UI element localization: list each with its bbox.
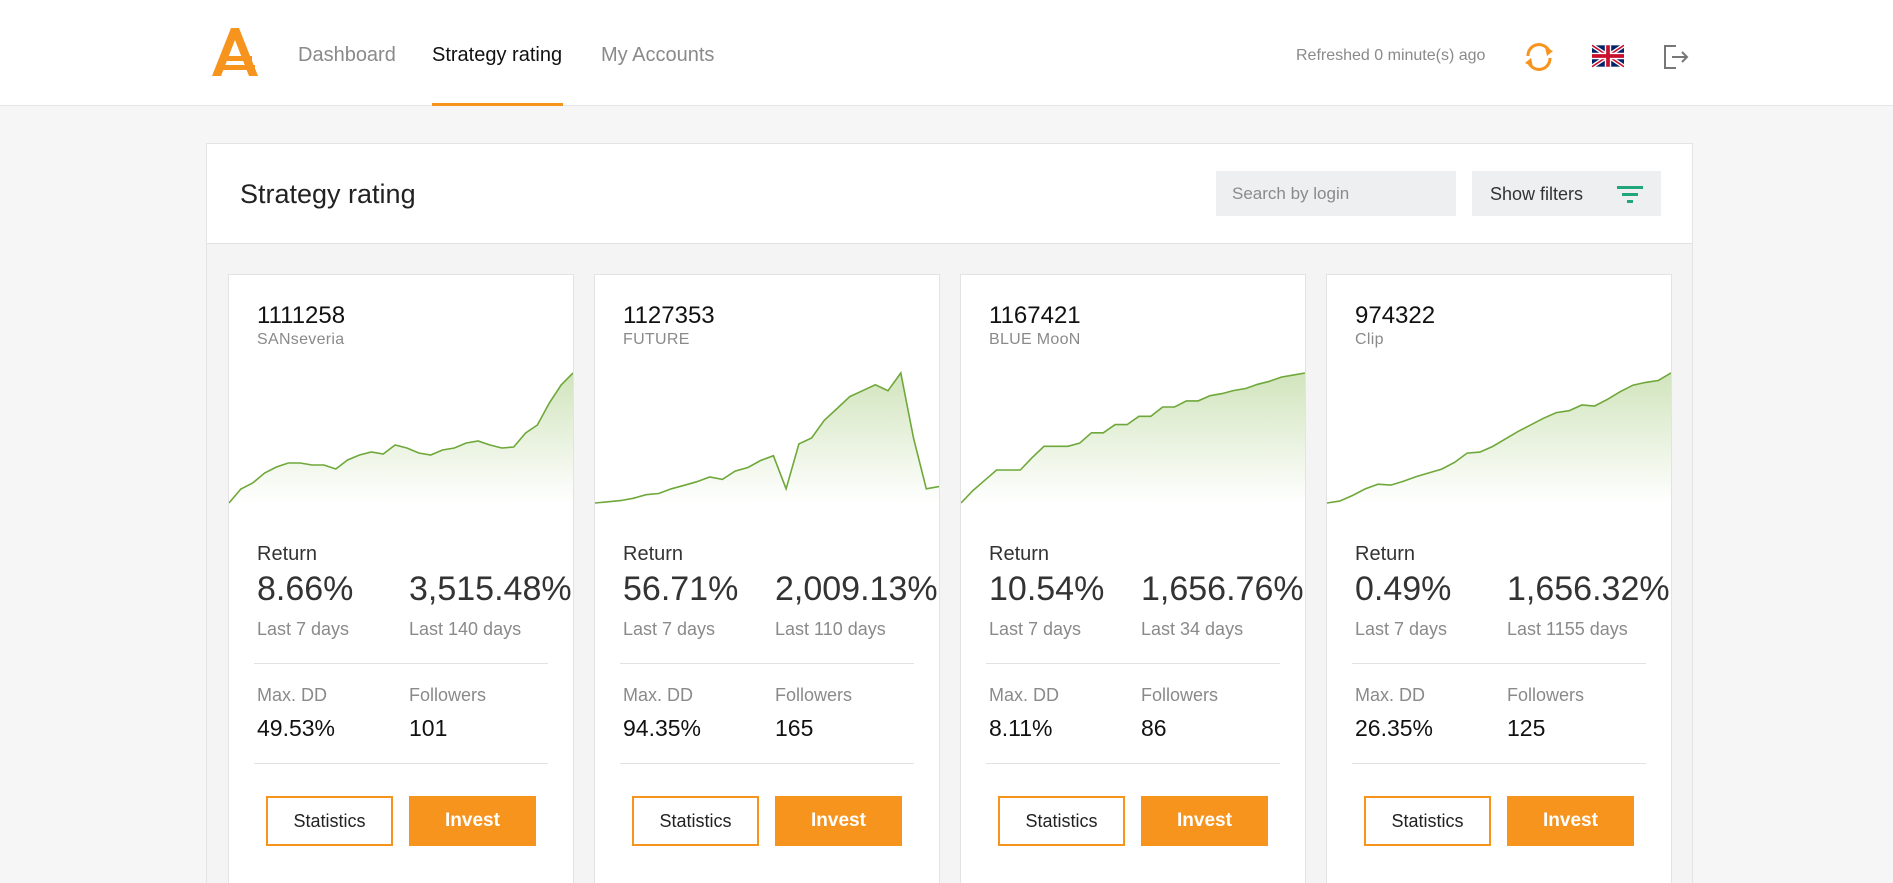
show-filters-label: Show filters xyxy=(1490,184,1584,204)
followers-label: Followers xyxy=(1141,685,1219,705)
active-tab-indicator xyxy=(432,103,563,106)
strategy-name: Clip xyxy=(1355,331,1384,348)
strategy-name: SANseveria xyxy=(257,331,345,348)
logo[interactable] xyxy=(209,26,261,78)
followers-value: 165 xyxy=(775,715,814,741)
return-7-days: 10.54% xyxy=(989,570,1105,608)
divider xyxy=(986,663,1280,664)
show-filters-button[interactable]: Show filters xyxy=(1472,171,1661,216)
return-period: 2,009.13% xyxy=(775,570,938,608)
equity-chart xyxy=(1327,372,1671,504)
equity-area xyxy=(961,373,1305,503)
return-7-days: 8.66% xyxy=(257,570,354,608)
return-7-days-label: Last 7 days xyxy=(989,619,1082,639)
uk-flag-icon[interactable] xyxy=(1592,44,1624,68)
invest-button[interactable]: Invest xyxy=(1507,796,1634,846)
return-period-label: Last 1155 days xyxy=(1507,619,1628,639)
panel-header: Strategy rating Show filters xyxy=(207,144,1692,244)
divider xyxy=(254,663,548,664)
strategy-login[interactable]: 1111258 xyxy=(257,302,346,329)
divider xyxy=(620,663,914,664)
max-dd-value: 26.35% xyxy=(1355,715,1434,741)
return-label: Return xyxy=(257,543,318,565)
followers-value: 125 xyxy=(1507,715,1546,741)
return-label: Return xyxy=(623,543,684,565)
max-dd-label: Max. DD xyxy=(989,685,1060,705)
invest-button[interactable]: Invest xyxy=(775,796,902,846)
followers-value: 86 xyxy=(1141,715,1167,741)
strategy-card-974322: 974322 Clip Return 0.49% 1,656.32% Last … xyxy=(1326,274,1672,883)
statistics-button[interactable]: Statistics xyxy=(1364,796,1491,846)
max-dd-label: Max. DD xyxy=(257,685,328,705)
logout-icon[interactable] xyxy=(1662,43,1690,71)
nav-strategy-rating[interactable]: Strategy rating xyxy=(432,44,563,66)
divider xyxy=(986,763,1280,764)
strategy-card-1167421: 1167421 BLUE MooN Return 10.54% 1,656.76… xyxy=(960,274,1306,883)
return-7-days: 0.49% xyxy=(1355,570,1452,608)
equity-area xyxy=(595,373,939,503)
strategy-login[interactable]: 1127353 xyxy=(623,302,715,329)
return-label: Return xyxy=(989,543,1050,565)
equity-line xyxy=(229,372,573,504)
strategy-name: FUTURE xyxy=(623,331,690,348)
equity-area xyxy=(229,373,573,503)
max-dd-label: Max. DD xyxy=(1355,685,1426,705)
invest-button[interactable]: Invest xyxy=(1141,796,1268,846)
return-7-days-label: Last 7 days xyxy=(623,619,716,639)
equity-chart xyxy=(229,372,573,504)
top-navigation-bar: Dashboard Strategy rating My Accounts Re… xyxy=(0,0,1893,106)
divider xyxy=(254,763,548,764)
max-dd-value: 8.11% xyxy=(989,715,1053,741)
refresh-status: Refreshed 0 minute(s) ago xyxy=(1296,47,1486,64)
statistics-button[interactable]: Statistics xyxy=(266,796,393,846)
return-period-label: Last 140 days xyxy=(409,619,522,639)
return-7-days-label: Last 7 days xyxy=(257,619,350,639)
followers-label: Followers xyxy=(775,685,853,705)
return-period: 1,656.76% xyxy=(1141,570,1304,608)
search-input[interactable] xyxy=(1216,171,1456,216)
followers-value: 101 xyxy=(409,715,448,741)
strategy-name: BLUE MooN xyxy=(989,331,1081,348)
nav-dashboard[interactable]: Dashboard xyxy=(298,44,396,66)
return-period: 3,515.48% xyxy=(409,570,572,608)
statistics-button[interactable]: Statistics xyxy=(998,796,1125,846)
nav-my-accounts[interactable]: My Accounts xyxy=(601,44,715,66)
return-period: 1,656.32% xyxy=(1507,570,1670,608)
return-label: Return xyxy=(1355,543,1416,565)
equity-chart xyxy=(961,372,1305,504)
equity-line xyxy=(595,371,939,504)
invest-button[interactable]: Invest xyxy=(409,796,536,846)
return-period-label: Last 34 days xyxy=(1141,619,1244,639)
divider xyxy=(1352,763,1646,764)
equity-line xyxy=(961,372,1305,504)
max-dd-label: Max. DD xyxy=(623,685,694,705)
equity-chart xyxy=(595,371,939,504)
refresh-icon[interactable] xyxy=(1523,42,1555,72)
return-period-label: Last 110 days xyxy=(775,619,886,639)
page-title: Strategy rating xyxy=(240,179,416,209)
divider xyxy=(1352,663,1646,664)
strategy-login[interactable]: 974322 xyxy=(1355,302,1436,329)
max-dd-value: 49.53% xyxy=(257,715,336,741)
equity-line xyxy=(1327,372,1671,504)
strategy-login[interactable]: 1167421 xyxy=(989,302,1081,329)
followers-label: Followers xyxy=(409,685,487,705)
strategy-card-1111258: 1111258 SANseveria Return 8.66% 3,515.48… xyxy=(228,274,574,883)
return-7-days: 56.71% xyxy=(623,570,739,608)
max-dd-value: 94.35% xyxy=(623,715,702,741)
followers-label: Followers xyxy=(1507,685,1585,705)
divider xyxy=(620,763,914,764)
return-7-days-label: Last 7 days xyxy=(1355,619,1448,639)
strategy-card-1127353: 1127353 FUTURE Return 56.71% 2,009.13% L… xyxy=(594,274,940,883)
filter-icon xyxy=(1617,186,1643,203)
statistics-button[interactable]: Statistics xyxy=(632,796,759,846)
